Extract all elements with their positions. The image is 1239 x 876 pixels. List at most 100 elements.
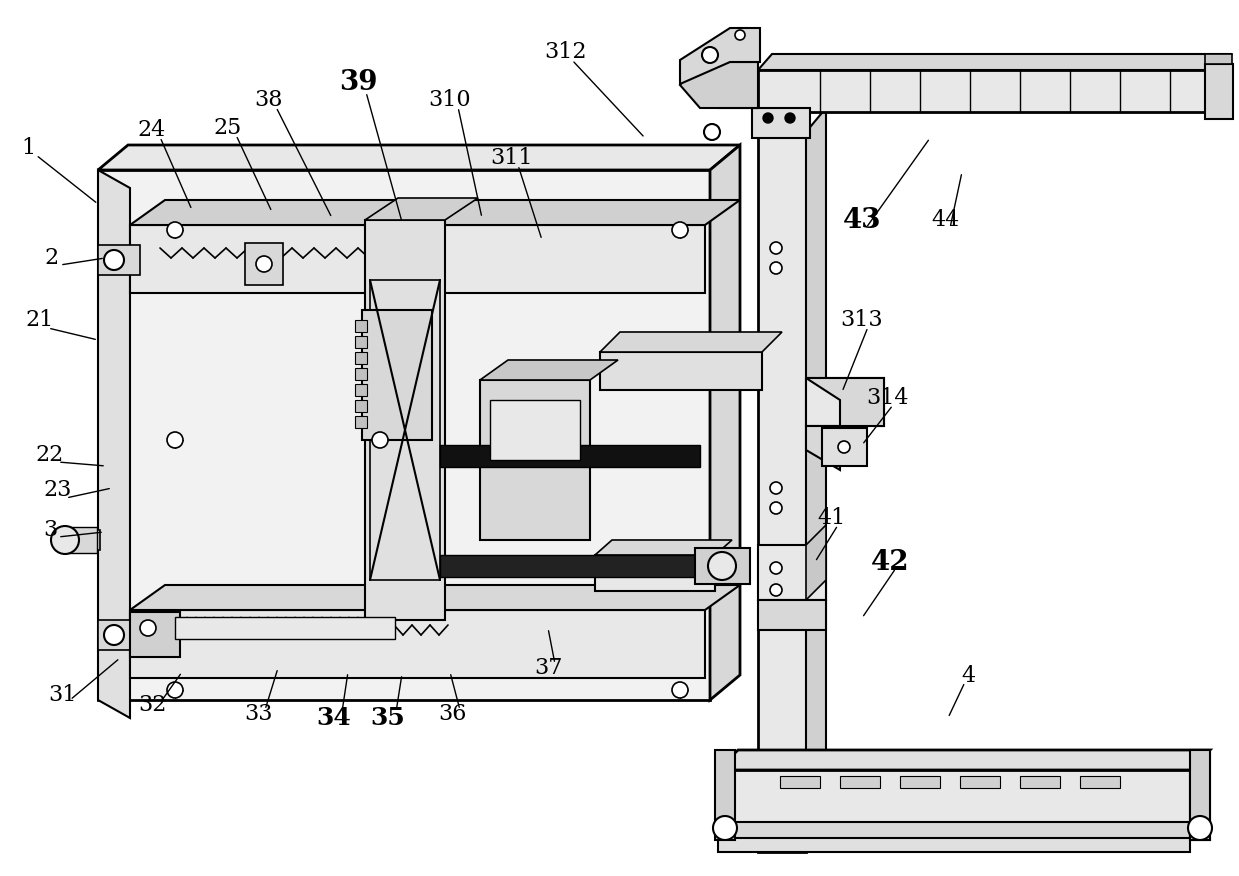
Bar <box>758 132 807 852</box>
Bar <box>489 400 580 460</box>
Bar <box>356 320 367 332</box>
Polygon shape <box>1206 54 1232 64</box>
Circle shape <box>769 262 782 274</box>
Polygon shape <box>98 170 710 700</box>
Circle shape <box>672 682 688 698</box>
Bar <box>479 380 590 540</box>
Circle shape <box>256 256 273 272</box>
Text: 314: 314 <box>867 387 909 409</box>
Bar <box>1080 776 1120 788</box>
Bar <box>781 776 820 788</box>
Text: 38: 38 <box>254 89 282 111</box>
Text: 33: 33 <box>244 703 273 725</box>
Bar <box>717 770 1189 822</box>
Circle shape <box>769 562 782 574</box>
Text: 25: 25 <box>214 117 242 139</box>
Bar <box>130 225 705 293</box>
Polygon shape <box>479 360 618 380</box>
Circle shape <box>703 47 717 63</box>
Bar <box>900 776 940 788</box>
Bar <box>98 620 140 650</box>
Text: 36: 36 <box>437 703 466 725</box>
Polygon shape <box>680 62 758 108</box>
Bar <box>821 428 867 466</box>
Text: 44: 44 <box>930 209 959 231</box>
Polygon shape <box>366 198 478 220</box>
Circle shape <box>838 441 850 453</box>
Bar <box>356 352 367 364</box>
Text: 41: 41 <box>818 507 846 529</box>
Text: 22: 22 <box>36 444 64 466</box>
Bar <box>1206 64 1233 119</box>
Polygon shape <box>807 525 826 600</box>
Bar <box>600 352 762 390</box>
Polygon shape <box>130 200 740 225</box>
Text: 313: 313 <box>841 309 883 331</box>
Bar <box>130 612 180 657</box>
Text: 311: 311 <box>491 147 533 169</box>
Circle shape <box>769 584 782 596</box>
Polygon shape <box>595 540 732 555</box>
Bar <box>98 245 140 275</box>
Text: 2: 2 <box>45 247 59 269</box>
Polygon shape <box>680 28 760 84</box>
Bar <box>175 617 395 639</box>
Text: 24: 24 <box>138 119 166 141</box>
Bar <box>758 600 826 630</box>
Circle shape <box>735 30 745 40</box>
Circle shape <box>167 682 183 698</box>
Text: 3: 3 <box>43 519 57 541</box>
Circle shape <box>712 816 737 840</box>
Circle shape <box>769 502 782 514</box>
Bar <box>695 548 750 584</box>
Text: 21: 21 <box>26 309 55 331</box>
Bar <box>362 310 432 440</box>
Bar <box>595 555 715 591</box>
Text: 1: 1 <box>21 137 35 159</box>
Text: 43: 43 <box>843 207 881 234</box>
Bar <box>1189 750 1211 840</box>
Text: 35: 35 <box>370 706 405 730</box>
Circle shape <box>140 620 156 636</box>
Polygon shape <box>758 54 1232 70</box>
Bar <box>130 610 705 678</box>
Bar <box>717 822 1189 840</box>
Circle shape <box>51 526 79 554</box>
Circle shape <box>104 625 124 645</box>
Polygon shape <box>98 170 130 718</box>
Circle shape <box>707 552 736 580</box>
Polygon shape <box>600 332 782 352</box>
Bar <box>752 108 810 138</box>
Bar <box>64 527 97 553</box>
Text: 312: 312 <box>544 41 586 63</box>
Circle shape <box>763 113 773 123</box>
Bar <box>366 220 445 620</box>
Bar <box>807 378 883 426</box>
Text: 31: 31 <box>48 684 76 706</box>
Circle shape <box>1188 816 1212 840</box>
Bar <box>1020 776 1061 788</box>
Text: 39: 39 <box>338 68 377 95</box>
Bar <box>356 416 367 428</box>
Circle shape <box>769 482 782 494</box>
Bar <box>440 555 700 577</box>
Bar <box>356 400 367 412</box>
Circle shape <box>672 222 688 238</box>
Polygon shape <box>130 585 740 610</box>
Polygon shape <box>698 70 758 108</box>
Text: 4: 4 <box>961 665 975 687</box>
Bar <box>62 530 100 550</box>
Polygon shape <box>717 750 1211 770</box>
Text: 37: 37 <box>534 657 563 679</box>
Circle shape <box>769 242 782 254</box>
Text: 310: 310 <box>429 89 471 111</box>
Bar <box>840 776 880 788</box>
Bar <box>960 776 1000 788</box>
Circle shape <box>104 250 124 270</box>
Bar <box>356 336 367 348</box>
Polygon shape <box>807 378 883 470</box>
Circle shape <box>372 432 388 448</box>
Text: 34: 34 <box>317 706 352 730</box>
Bar <box>758 70 1218 112</box>
Bar <box>717 838 1189 852</box>
